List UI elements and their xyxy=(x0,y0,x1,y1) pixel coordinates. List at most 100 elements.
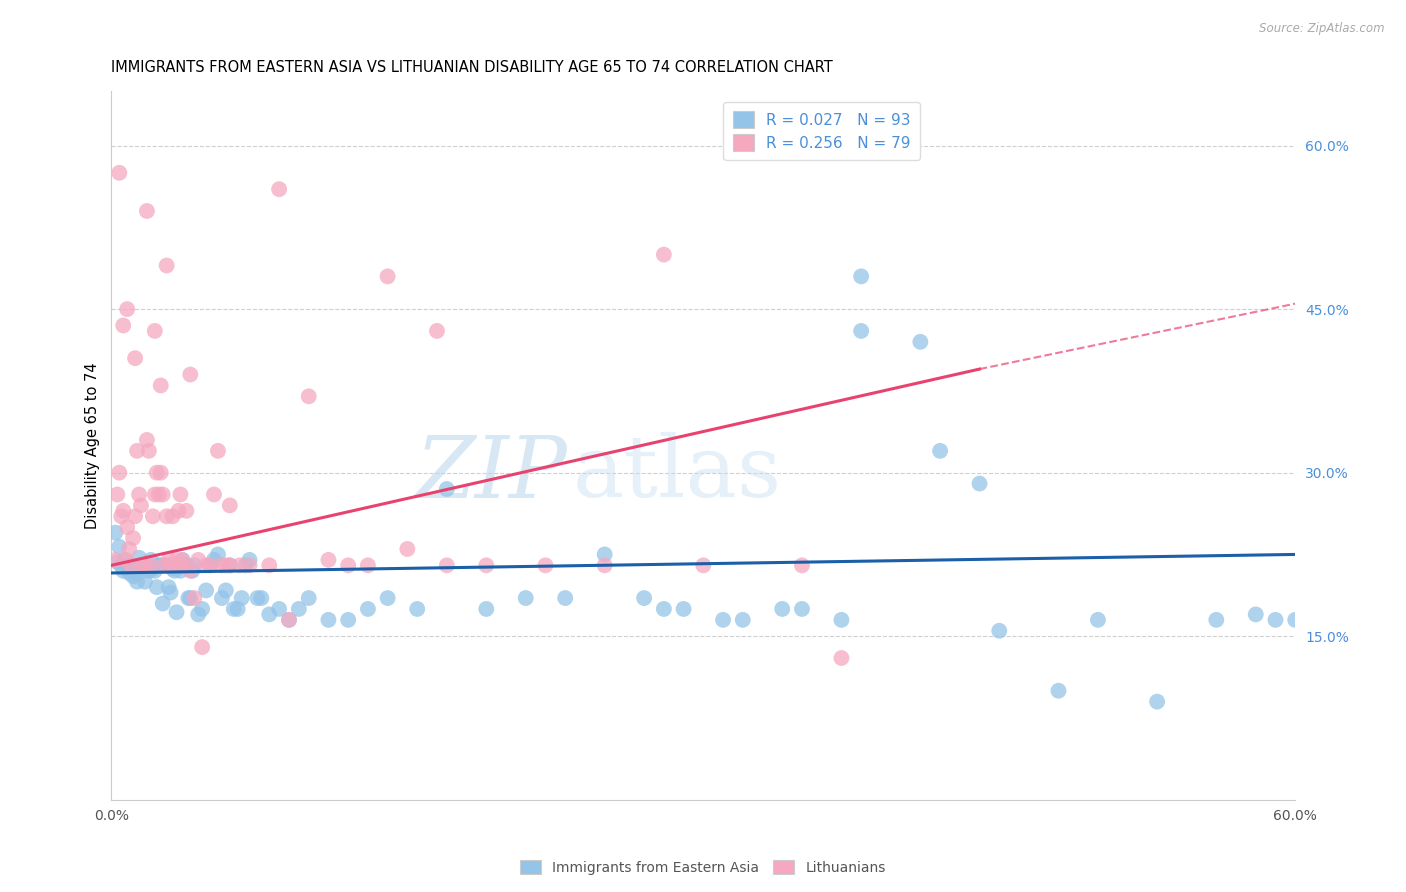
Point xyxy=(149,466,172,480)
Point xyxy=(142,561,165,575)
Point xyxy=(122,531,145,545)
Point xyxy=(129,558,152,573)
Point xyxy=(231,591,253,605)
Point xyxy=(218,558,240,573)
Point xyxy=(167,558,190,573)
Point xyxy=(191,602,214,616)
Point xyxy=(146,466,169,480)
Point xyxy=(515,591,537,605)
Point xyxy=(139,553,162,567)
Point xyxy=(830,613,852,627)
Point xyxy=(554,591,576,605)
Point xyxy=(176,558,198,573)
Text: ZIP: ZIP xyxy=(415,433,567,515)
Point xyxy=(156,259,179,273)
Point xyxy=(135,558,157,573)
Point xyxy=(115,302,138,317)
Point xyxy=(167,504,190,518)
Point xyxy=(406,602,429,616)
Text: IMMIGRANTS FROM EASTERN ASIA VS LITHUANIAN DISABILITY AGE 65 TO 74 CORRELATION C: IMMIGRANTS FROM EASTERN ASIA VS LITHUANI… xyxy=(111,60,834,75)
Point xyxy=(159,585,181,599)
Point xyxy=(179,591,201,605)
Point xyxy=(988,624,1011,638)
Point xyxy=(112,504,135,518)
Point xyxy=(132,558,155,573)
Point xyxy=(318,553,340,567)
Point xyxy=(128,487,150,501)
Point xyxy=(125,574,148,589)
Point xyxy=(731,613,754,627)
Point xyxy=(176,504,198,518)
Point xyxy=(129,499,152,513)
Point xyxy=(198,558,221,573)
Point xyxy=(163,564,186,578)
Point xyxy=(173,558,195,573)
Point xyxy=(318,613,340,627)
Point xyxy=(169,558,191,573)
Point xyxy=(157,580,180,594)
Point xyxy=(195,558,218,573)
Point xyxy=(377,269,399,284)
Point xyxy=(711,613,734,627)
Point xyxy=(534,558,557,573)
Point xyxy=(183,591,205,605)
Point xyxy=(298,389,321,403)
Point xyxy=(259,558,281,573)
Point xyxy=(173,558,195,573)
Point xyxy=(135,433,157,447)
Point xyxy=(475,558,498,573)
Point xyxy=(169,564,191,578)
Point xyxy=(138,443,160,458)
Point xyxy=(269,182,291,196)
Point xyxy=(105,487,128,501)
Point xyxy=(104,553,127,567)
Point xyxy=(222,602,245,616)
Point xyxy=(377,591,399,605)
Point xyxy=(1047,683,1070,698)
Point xyxy=(148,558,170,573)
Point xyxy=(118,541,141,556)
Point xyxy=(215,558,238,573)
Point xyxy=(195,583,218,598)
Point xyxy=(259,607,281,622)
Point xyxy=(830,651,852,665)
Point xyxy=(770,602,793,616)
Point xyxy=(153,558,176,573)
Point xyxy=(1284,613,1306,627)
Point xyxy=(357,602,380,616)
Point xyxy=(269,602,291,616)
Point xyxy=(110,509,132,524)
Point xyxy=(790,558,813,573)
Point xyxy=(108,166,131,180)
Point xyxy=(125,443,148,458)
Point xyxy=(120,561,142,575)
Point xyxy=(191,640,214,654)
Point xyxy=(156,558,179,573)
Point xyxy=(162,509,184,524)
Legend: Immigrants from Eastern Asia, Lithuanians: Immigrants from Eastern Asia, Lithuanian… xyxy=(515,855,891,880)
Point xyxy=(652,602,675,616)
Point xyxy=(153,558,176,573)
Point xyxy=(152,487,174,501)
Point xyxy=(143,324,166,338)
Point xyxy=(288,602,311,616)
Point xyxy=(211,558,233,573)
Text: Source: ZipAtlas.com: Source: ZipAtlas.com xyxy=(1260,22,1385,36)
Point xyxy=(134,574,156,589)
Point xyxy=(593,548,616,562)
Point xyxy=(148,487,170,501)
Point xyxy=(124,567,146,582)
Point xyxy=(910,334,932,349)
Point xyxy=(278,613,301,627)
Point xyxy=(114,553,136,567)
Point xyxy=(157,553,180,567)
Point xyxy=(633,591,655,605)
Point xyxy=(278,613,301,627)
Point xyxy=(969,476,991,491)
Point xyxy=(156,509,179,524)
Point xyxy=(929,443,952,458)
Point xyxy=(177,591,200,605)
Point xyxy=(114,553,136,567)
Point xyxy=(166,553,188,567)
Point xyxy=(426,324,449,338)
